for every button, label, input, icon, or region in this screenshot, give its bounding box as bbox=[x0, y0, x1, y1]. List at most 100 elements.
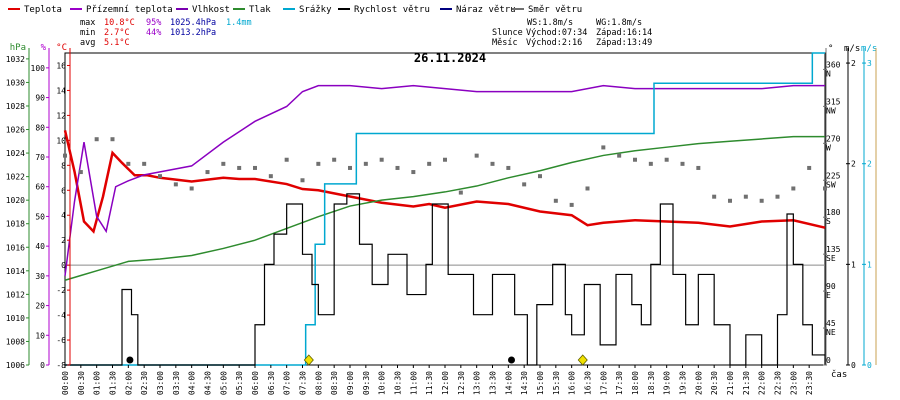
rain-tick-label: 0 bbox=[867, 361, 872, 370]
info-moon-label: Měsíc bbox=[492, 38, 518, 48]
direction-tick-label: 360 bbox=[826, 60, 841, 69]
chart-title: 26.11.2024 bbox=[414, 51, 486, 65]
info-wg: WG:1.8m/s bbox=[596, 18, 642, 28]
rain-tick-label: 1 bbox=[867, 260, 872, 269]
x-tick-label: 11:00 bbox=[409, 371, 418, 395]
wind-direction-point bbox=[173, 182, 178, 187]
x-tick-label: 00:30 bbox=[77, 371, 86, 395]
wind-direction-point bbox=[775, 194, 780, 199]
wind-direction-point bbox=[395, 165, 400, 170]
x-tick-label: 21:00 bbox=[726, 371, 735, 395]
x-tick-label: 13:30 bbox=[489, 371, 498, 395]
wind-direction-point bbox=[728, 198, 732, 203]
wind-direction-point bbox=[553, 198, 558, 203]
temperature-tick-label: -4 bbox=[56, 311, 66, 320]
direction-name-label: SW bbox=[826, 180, 836, 189]
wind-direction-point bbox=[680, 161, 685, 166]
direction-name-label: E bbox=[826, 291, 831, 300]
x-tick-label: 22:00 bbox=[758, 371, 767, 395]
wind-direction-point bbox=[759, 198, 764, 203]
temperature-tick-label: 4 bbox=[61, 211, 66, 220]
direction-name-label: SE bbox=[826, 254, 836, 263]
x-tick-label: 17:30 bbox=[615, 371, 624, 395]
wind-direction-point bbox=[506, 165, 511, 170]
x-tick-label: 10:30 bbox=[394, 371, 403, 395]
wind-direction-point bbox=[743, 194, 748, 199]
x-tick-label: 03:30 bbox=[172, 371, 181, 395]
wind-direction-point bbox=[237, 165, 242, 170]
x-tick-label: 06:30 bbox=[267, 371, 276, 395]
x-tick-label: 16:00 bbox=[568, 371, 577, 395]
stat-value: 1025.4hPa bbox=[170, 18, 216, 28]
humidity-tick-label: 20 bbox=[35, 302, 45, 311]
humidity-tick-label: 90 bbox=[35, 94, 45, 103]
series-line-teplota bbox=[63, 130, 826, 234]
legend-label: Náraz větru bbox=[456, 5, 516, 15]
direction-name-label: S bbox=[826, 217, 831, 226]
x-tick-label: 10:00 bbox=[378, 371, 387, 395]
wind-direction-point bbox=[443, 157, 447, 162]
legend-label: Směr větru bbox=[528, 5, 582, 15]
x-tick-label: 14:00 bbox=[504, 371, 513, 395]
x-tick-label: 13:00 bbox=[473, 371, 482, 395]
legend-label: Vlhkost bbox=[192, 5, 230, 15]
x-tick-label: 16:30 bbox=[584, 371, 593, 395]
wind-direction-point bbox=[538, 174, 542, 179]
wind-tick-label: 1 bbox=[851, 260, 856, 269]
wind-direction-point bbox=[268, 174, 273, 179]
pressure-tick-label: 1006 bbox=[6, 361, 25, 370]
x-axis-label: čas bbox=[831, 369, 847, 380]
stat-value: 2.7°C bbox=[104, 28, 130, 38]
series-line-vlhkost bbox=[64, 84, 825, 276]
series-line-rychlost-v-tru bbox=[65, 193, 826, 366]
wind-direction-point bbox=[648, 161, 653, 166]
night-marker bbox=[126, 356, 134, 364]
wind-direction-point bbox=[712, 194, 717, 199]
wind-direction-point bbox=[363, 161, 368, 166]
wind-direction-point bbox=[411, 170, 416, 175]
direction-name-label: NW bbox=[826, 106, 836, 115]
x-tick-label: 18:30 bbox=[647, 371, 656, 395]
night-marker bbox=[508, 356, 515, 364]
x-tick-label: 19:30 bbox=[679, 371, 688, 395]
x-tick-label: 04:30 bbox=[204, 371, 213, 395]
sun-marker bbox=[577, 354, 588, 366]
direction-tick-label: 90 bbox=[826, 282, 836, 291]
wind-direction-point bbox=[189, 186, 194, 191]
x-tick-label: 01:00 bbox=[93, 371, 102, 395]
wind-direction-point bbox=[696, 165, 701, 170]
pressure-tick-label: 1032 bbox=[6, 55, 25, 64]
pressure-tick-label: 1020 bbox=[6, 196, 25, 205]
x-tick-label: 15:00 bbox=[536, 371, 545, 395]
temperature-tick-label: 0 bbox=[61, 261, 66, 270]
direction-name-label: N bbox=[826, 69, 831, 78]
wind-direction-point bbox=[110, 137, 115, 142]
humidity-tick-label: 100 bbox=[31, 64, 46, 73]
wind-direction-point bbox=[63, 153, 67, 158]
wind-direction-point bbox=[522, 182, 527, 187]
legend-label: Přízemní teplota bbox=[86, 5, 173, 15]
pressure-tick-label: 1030 bbox=[6, 78, 25, 87]
wind-direction-point bbox=[126, 161, 131, 166]
pressure-tick-label: 1024 bbox=[6, 149, 25, 158]
x-tick-label: 03:00 bbox=[156, 371, 165, 395]
x-tick-label: 00:00 bbox=[61, 371, 70, 395]
x-tick-label: 23:00 bbox=[789, 371, 798, 395]
humidity-tick-label: 40 bbox=[35, 242, 45, 251]
temperature-tick-label: -8 bbox=[56, 361, 66, 370]
stat-value: 1013.2hPa bbox=[170, 28, 216, 38]
wind-direction-point bbox=[490, 161, 495, 166]
temperature-tick-label: -2 bbox=[56, 286, 66, 295]
x-tick-label: 04:00 bbox=[188, 371, 197, 395]
wind-direction-point bbox=[284, 157, 289, 162]
humidity-tick-label: 80 bbox=[35, 123, 45, 132]
x-tick-label: 05:00 bbox=[219, 371, 228, 395]
info-sunset: Západ:16:14 bbox=[596, 28, 652, 38]
wind-tick-label: 2 bbox=[851, 59, 856, 68]
pressure-tick-label: 1028 bbox=[6, 102, 25, 111]
temperature-tick-label: 6 bbox=[61, 186, 66, 195]
pressure-tick-label: 1016 bbox=[6, 243, 25, 252]
x-tick-label: 21:30 bbox=[742, 371, 751, 395]
wind-tick-label: 0 bbox=[851, 361, 856, 370]
